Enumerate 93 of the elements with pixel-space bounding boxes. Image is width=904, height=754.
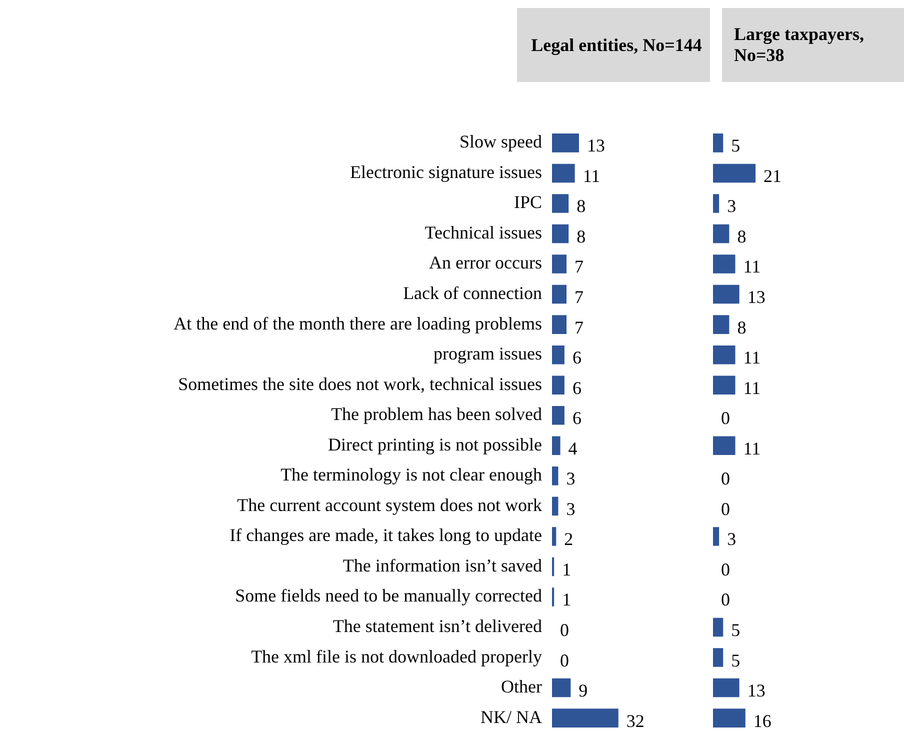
y-tick-label: Slow speed [460, 132, 542, 152]
y-tick-label: Direct printing is not possible [328, 434, 542, 454]
data-label: 0 [721, 559, 730, 580]
data-label: 7 [574, 287, 584, 308]
data-label: 9 [578, 680, 588, 701]
y-tick-label: Some fields need to be manually corrected [235, 586, 542, 606]
y-tick-label: At the end of the month there are loading problems [174, 313, 542, 334]
text: Large taxpayers, No=38 [722, 8, 904, 82]
bar [552, 254, 567, 274]
data-label: 0 [721, 590, 730, 610]
bar [552, 224, 569, 244]
y-tick-label: The problem has been solved [331, 404, 542, 424]
data-label: 0 [560, 620, 569, 640]
bar [552, 527, 556, 546]
data-label: 7 [574, 256, 584, 277]
data-label: 0 [721, 408, 730, 428]
data-label: 2 [564, 529, 574, 550]
data-label: 11 [743, 438, 761, 458]
data-label: 8 [737, 317, 746, 338]
bar [552, 406, 564, 425]
data-label: 3 [727, 196, 736, 216]
y-tick-label: If changes are made, it takes long to update [230, 525, 542, 546]
y-tick-label: NK/ NA [480, 706, 542, 727]
chart-title: Legal entities, No=144 [517, 8, 710, 82]
data-label: 11 [582, 166, 600, 186]
bar [552, 284, 567, 304]
bar [552, 496, 558, 516]
bar [552, 466, 558, 486]
data-label: 5 [731, 136, 740, 156]
y-tick-label: The xml file is not downloaded properly [251, 646, 542, 666]
y-tick-label: The terminology is not clear enough [280, 464, 542, 485]
data-label: 13 [586, 136, 605, 156]
data-label: 11 [743, 348, 761, 368]
data-label: 3 [566, 498, 576, 519]
y-tick-label: Sometimes the site does not work, technical issues [178, 374, 542, 394]
bar [713, 436, 736, 456]
data-label: 1 [562, 590, 572, 610]
data-label: 5 [731, 620, 740, 640]
y-tick-label: Technical issues [424, 222, 542, 242]
y-tick-label: An error occurs [429, 252, 542, 273]
bar [552, 164, 575, 183]
bar [552, 436, 560, 456]
y-tick-label: The current account system does not work [237, 494, 542, 515]
y-tick-label: Lack of connection [403, 283, 542, 304]
bar [713, 678, 740, 698]
bar [713, 254, 736, 274]
bar [713, 708, 746, 728]
data-label: 6 [572, 378, 582, 398]
bar [552, 134, 579, 152]
data-label: 3 [727, 529, 736, 550]
bar [713, 164, 756, 183]
data-label: 1 [562, 559, 572, 580]
bar [713, 315, 730, 334]
data-label: 16 [753, 710, 772, 731]
data-label: 11 [743, 256, 761, 277]
data-label: 3 [566, 468, 576, 489]
data-label: 8 [737, 226, 746, 246]
data-label: 11 [743, 378, 761, 398]
data-label: 4 [568, 438, 578, 458]
data-label: 0 [721, 468, 730, 489]
data-label: 5 [731, 650, 740, 670]
data-label: 13 [747, 287, 766, 308]
data-label: 0 [721, 498, 730, 519]
y-tick-label: The information isn’t saved [342, 555, 542, 576]
bar [713, 284, 740, 304]
bar [713, 194, 720, 213]
bar [713, 224, 730, 244]
bar [552, 315, 567, 334]
bar [713, 648, 724, 667]
bar [713, 134, 724, 152]
data-label: 32 [626, 710, 644, 731]
bar [552, 194, 569, 213]
y-tick-label: IPC [514, 192, 542, 212]
y-tick-label: Other [501, 676, 542, 697]
bar [552, 708, 618, 728]
y-tick-label: Electronic signature issues [350, 162, 542, 182]
bar [713, 618, 724, 637]
data-label: 7 [574, 317, 584, 338]
bar [713, 376, 736, 394]
data-label: 8 [576, 196, 586, 216]
bar [713, 527, 720, 546]
data-label: 0 [560, 650, 569, 670]
data-label: 8 [576, 226, 586, 246]
y-tick-label: program issues [434, 344, 542, 364]
bar [552, 376, 564, 394]
bar [552, 345, 564, 364]
data-label: 6 [572, 348, 582, 368]
data-label: 6 [572, 408, 582, 428]
bar [713, 345, 736, 364]
data-label: 13 [747, 680, 766, 701]
y-tick-label: The statement isn’t delivered [332, 616, 542, 636]
data-label: 21 [764, 166, 782, 186]
bar [552, 678, 571, 698]
